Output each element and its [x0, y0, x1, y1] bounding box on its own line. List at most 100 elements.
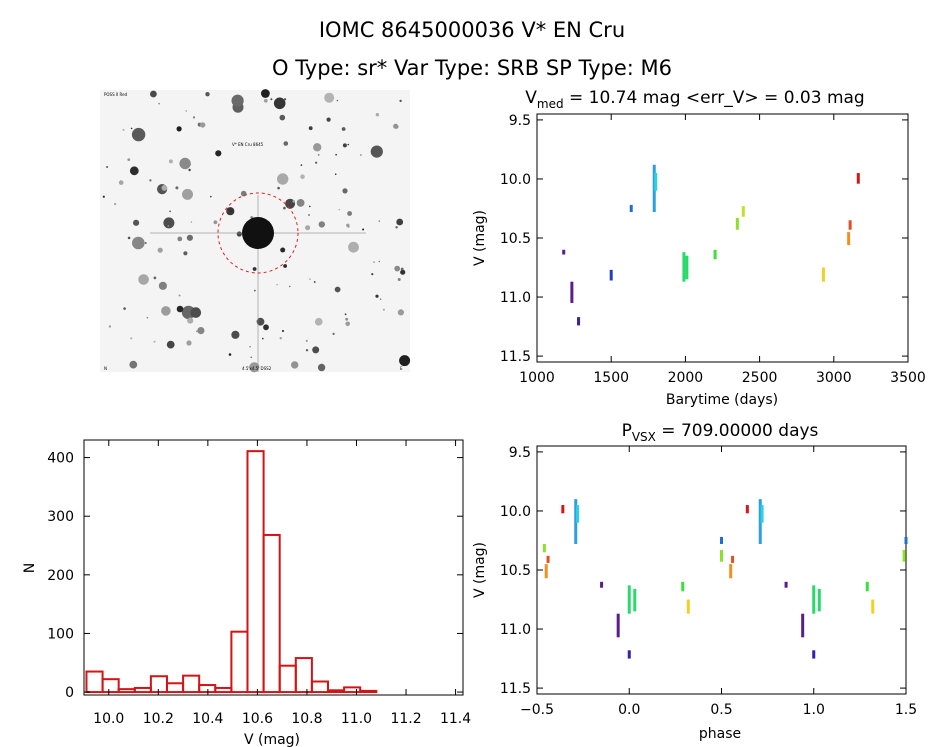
thumbnail-star — [341, 127, 346, 131]
thumbnail-star — [250, 356, 253, 359]
figure-subtitle: O Type: sr* Var Type: SRB SP Type: M6 — [272, 56, 672, 80]
phased-curve-point-group — [817, 588, 821, 612]
thumbnail-star — [309, 278, 311, 280]
histogram-bar — [117, 688, 136, 694]
histogram-y-label: N — [22, 563, 38, 573]
thumbnail-star — [197, 327, 205, 335]
target-circle — [217, 192, 299, 274]
thumbnail-star — [192, 116, 196, 119]
histogram-x-tick-label: 10.2 — [143, 711, 174, 727]
thumbnail-star — [395, 226, 398, 229]
thumbnail-star — [284, 98, 287, 101]
thumbnail-star — [254, 289, 256, 292]
phased-curve-y-tick-label: 9.5 — [509, 445, 531, 461]
thumbnail-star — [378, 260, 381, 263]
histogram-x-tick-label: 10.6 — [242, 711, 273, 727]
thumbnail-star — [273, 97, 286, 110]
thumbnail-star — [300, 164, 303, 166]
light-curve-x-ticks: 1000 1500 2000 2500 3000 3500 — [519, 114, 926, 386]
thumbnail-star — [130, 337, 133, 340]
thumbnail-star — [236, 231, 242, 237]
thumbnail-star — [108, 325, 112, 328]
thumbnail-star — [102, 195, 105, 198]
phased-curve-x-label: phase — [699, 726, 741, 742]
histogram-x-tick-label: 10.0 — [93, 711, 124, 727]
thumbnail-star — [300, 174, 305, 179]
thumbnail-star — [379, 298, 382, 301]
thumbnail-star — [336, 99, 339, 102]
thumbnail-star — [347, 211, 352, 216]
thumbnail-star — [399, 99, 402, 103]
thumbnail-star — [292, 200, 296, 203]
histogram-bar — [133, 686, 152, 694]
thumbnail-star — [280, 247, 286, 253]
thumbnail-star — [231, 330, 240, 339]
light-curve-x-tick-label: 3500 — [890, 370, 926, 386]
thumbnail-star — [283, 206, 286, 210]
histogram-x-tick-label: 11.4 — [440, 711, 471, 727]
thumbnail-star — [226, 210, 228, 213]
light-curve-point-group — [735, 217, 739, 230]
thumbnail-star — [360, 154, 362, 156]
target-star — [242, 217, 274, 249]
histogram-x-tick-label: 11.0 — [341, 711, 372, 727]
phased-curve-point-group — [784, 581, 788, 588]
phased-curve-point-group — [576, 505, 580, 523]
thumbnail-star — [288, 285, 291, 288]
phased-curve-point-group — [600, 581, 604, 588]
thumbnail-star — [309, 205, 311, 208]
histogram-bar — [262, 533, 281, 694]
thumbnail-star — [182, 188, 193, 200]
thumbnail-star — [178, 294, 181, 297]
light-curve-point-group — [654, 173, 658, 191]
phased-curve-y-tick-label: 10.5 — [500, 563, 531, 579]
phased-curve-point-group — [729, 564, 733, 579]
thumbnail-target-label: V* EN Cru 8645 — [232, 142, 264, 147]
thumbnail-star — [393, 123, 399, 129]
light-curve-title: Vmed = 10.74 mag <err_V> = 0.03 mag — [525, 88, 864, 111]
thumbnail-star — [226, 207, 235, 216]
thumbnail-star — [371, 273, 374, 276]
light-curve-point-group — [629, 204, 633, 213]
light-curve-chart: Vmed = 10.74 mag <err_V> = 0.03 mag 1000… — [472, 88, 926, 408]
light-curve-point-group — [821, 267, 825, 282]
histogram-bar — [246, 450, 265, 694]
thumbnail-star — [176, 305, 184, 313]
light-curve-point-group — [570, 281, 574, 303]
light-curve-y-tick-label: 10.5 — [500, 231, 531, 247]
thumbnail-star — [195, 330, 198, 333]
histogram-y-tick-label: 0 — [65, 685, 74, 701]
thumbnail-star — [375, 294, 379, 298]
phased-curve-point-group — [561, 505, 565, 514]
light-curve-x-tick-label: 3000 — [816, 370, 852, 386]
phased-curve-point-group — [627, 585, 631, 614]
histogram-x-label: V (mag) — [244, 732, 300, 747]
thumbnail-star — [200, 122, 206, 128]
thumbnail-star — [175, 186, 179, 190]
light-curve-x-tick-label: 1000 — [519, 370, 555, 386]
phased-curve-x-tick-label: 1.0 — [803, 702, 825, 718]
thumbnail-star — [188, 168, 191, 172]
thumbnail-star — [158, 281, 167, 290]
phased-curve-x-tick-label: 0.0 — [618, 702, 640, 718]
thumbnail-star — [394, 265, 401, 272]
thumbnail-star — [332, 332, 335, 335]
phased-curve-point-group — [865, 581, 869, 592]
thumbnail-star — [362, 228, 365, 231]
thumbnail-scale-tag: 4.5'x4.5' DSS2 — [242, 366, 272, 371]
thumbnail-star — [315, 161, 318, 164]
thumbnail-star — [129, 360, 138, 369]
thumbnail-star — [186, 234, 193, 241]
histogram-bar — [326, 689, 346, 694]
thumbnail-star — [179, 157, 191, 170]
histogram-bar — [85, 670, 104, 694]
histogram-y-tick-label: 200 — [47, 568, 74, 584]
phased-curve-title: PVSX = 709.00000 days — [622, 421, 819, 444]
thumbnail-star — [373, 261, 375, 263]
thumbnail-star — [282, 330, 284, 332]
thumbnail-star — [370, 145, 383, 158]
thumbnail-star — [153, 340, 156, 343]
phased-curve-point-group — [720, 536, 723, 545]
thumbnail-star — [122, 128, 125, 131]
